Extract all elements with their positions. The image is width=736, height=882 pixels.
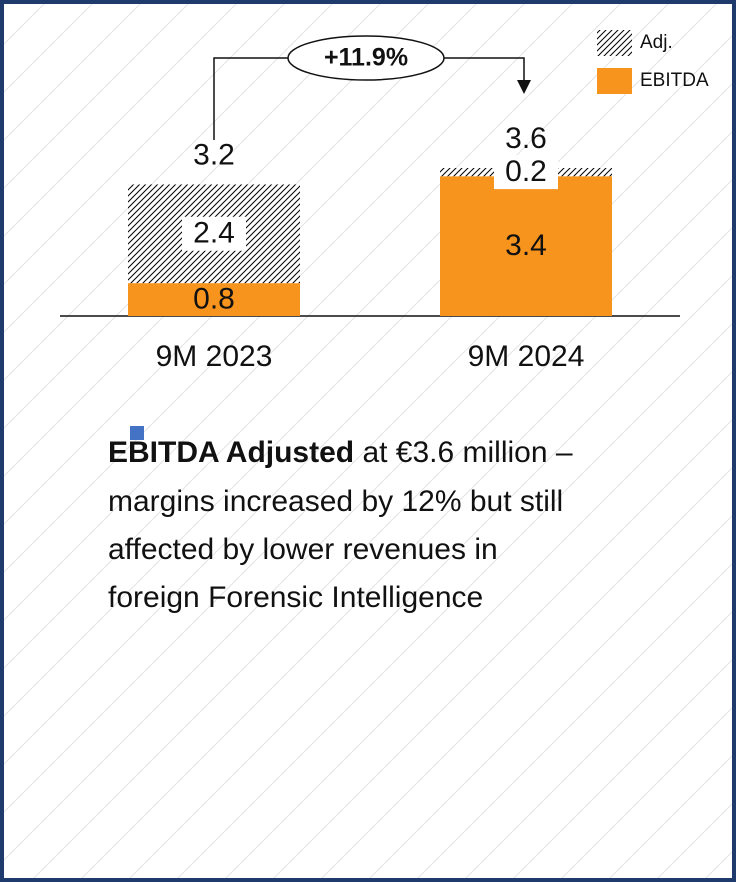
value-label: 0.2: [505, 155, 547, 188]
annotation-bubble: [287, 35, 445, 81]
value-label: 0.8: [193, 282, 235, 315]
bullet-line: affected by lower revenues in: [108, 533, 498, 566]
total-label: 3.6: [505, 122, 547, 155]
total-label: 3.2: [193, 138, 235, 171]
bullet-bold: EBITDA Adjusted: [108, 436, 354, 469]
bar-segment: [440, 176, 612, 316]
legend-swatch: [597, 68, 632, 94]
bullet-line: margins increased by 12% but still: [108, 485, 563, 518]
value-label: 2.4: [193, 217, 235, 250]
legend-label: EBITDA: [640, 70, 709, 91]
bullet-line: foreign Forensic Intelligence: [108, 581, 483, 614]
value-label: 3.4: [505, 229, 547, 262]
bullet-line: at €3.6 million –: [354, 436, 573, 469]
label-box: [494, 155, 558, 190]
label-box: [182, 216, 246, 251]
legend-swatch: [597, 30, 632, 56]
bar-segment: [128, 283, 300, 316]
annotation: +11.9%: [324, 44, 408, 72]
arrow-head: [517, 80, 531, 94]
legend-label: Adj.: [640, 32, 673, 53]
bullet-text: EBITDA Adjusted at €3.6 million –: [108, 436, 573, 469]
connector: [213, 57, 525, 140]
bullet-marker: [130, 426, 144, 440]
x-tick-label: 9M 2024: [468, 340, 585, 373]
x-tick-label: 9M 2023: [156, 340, 273, 373]
